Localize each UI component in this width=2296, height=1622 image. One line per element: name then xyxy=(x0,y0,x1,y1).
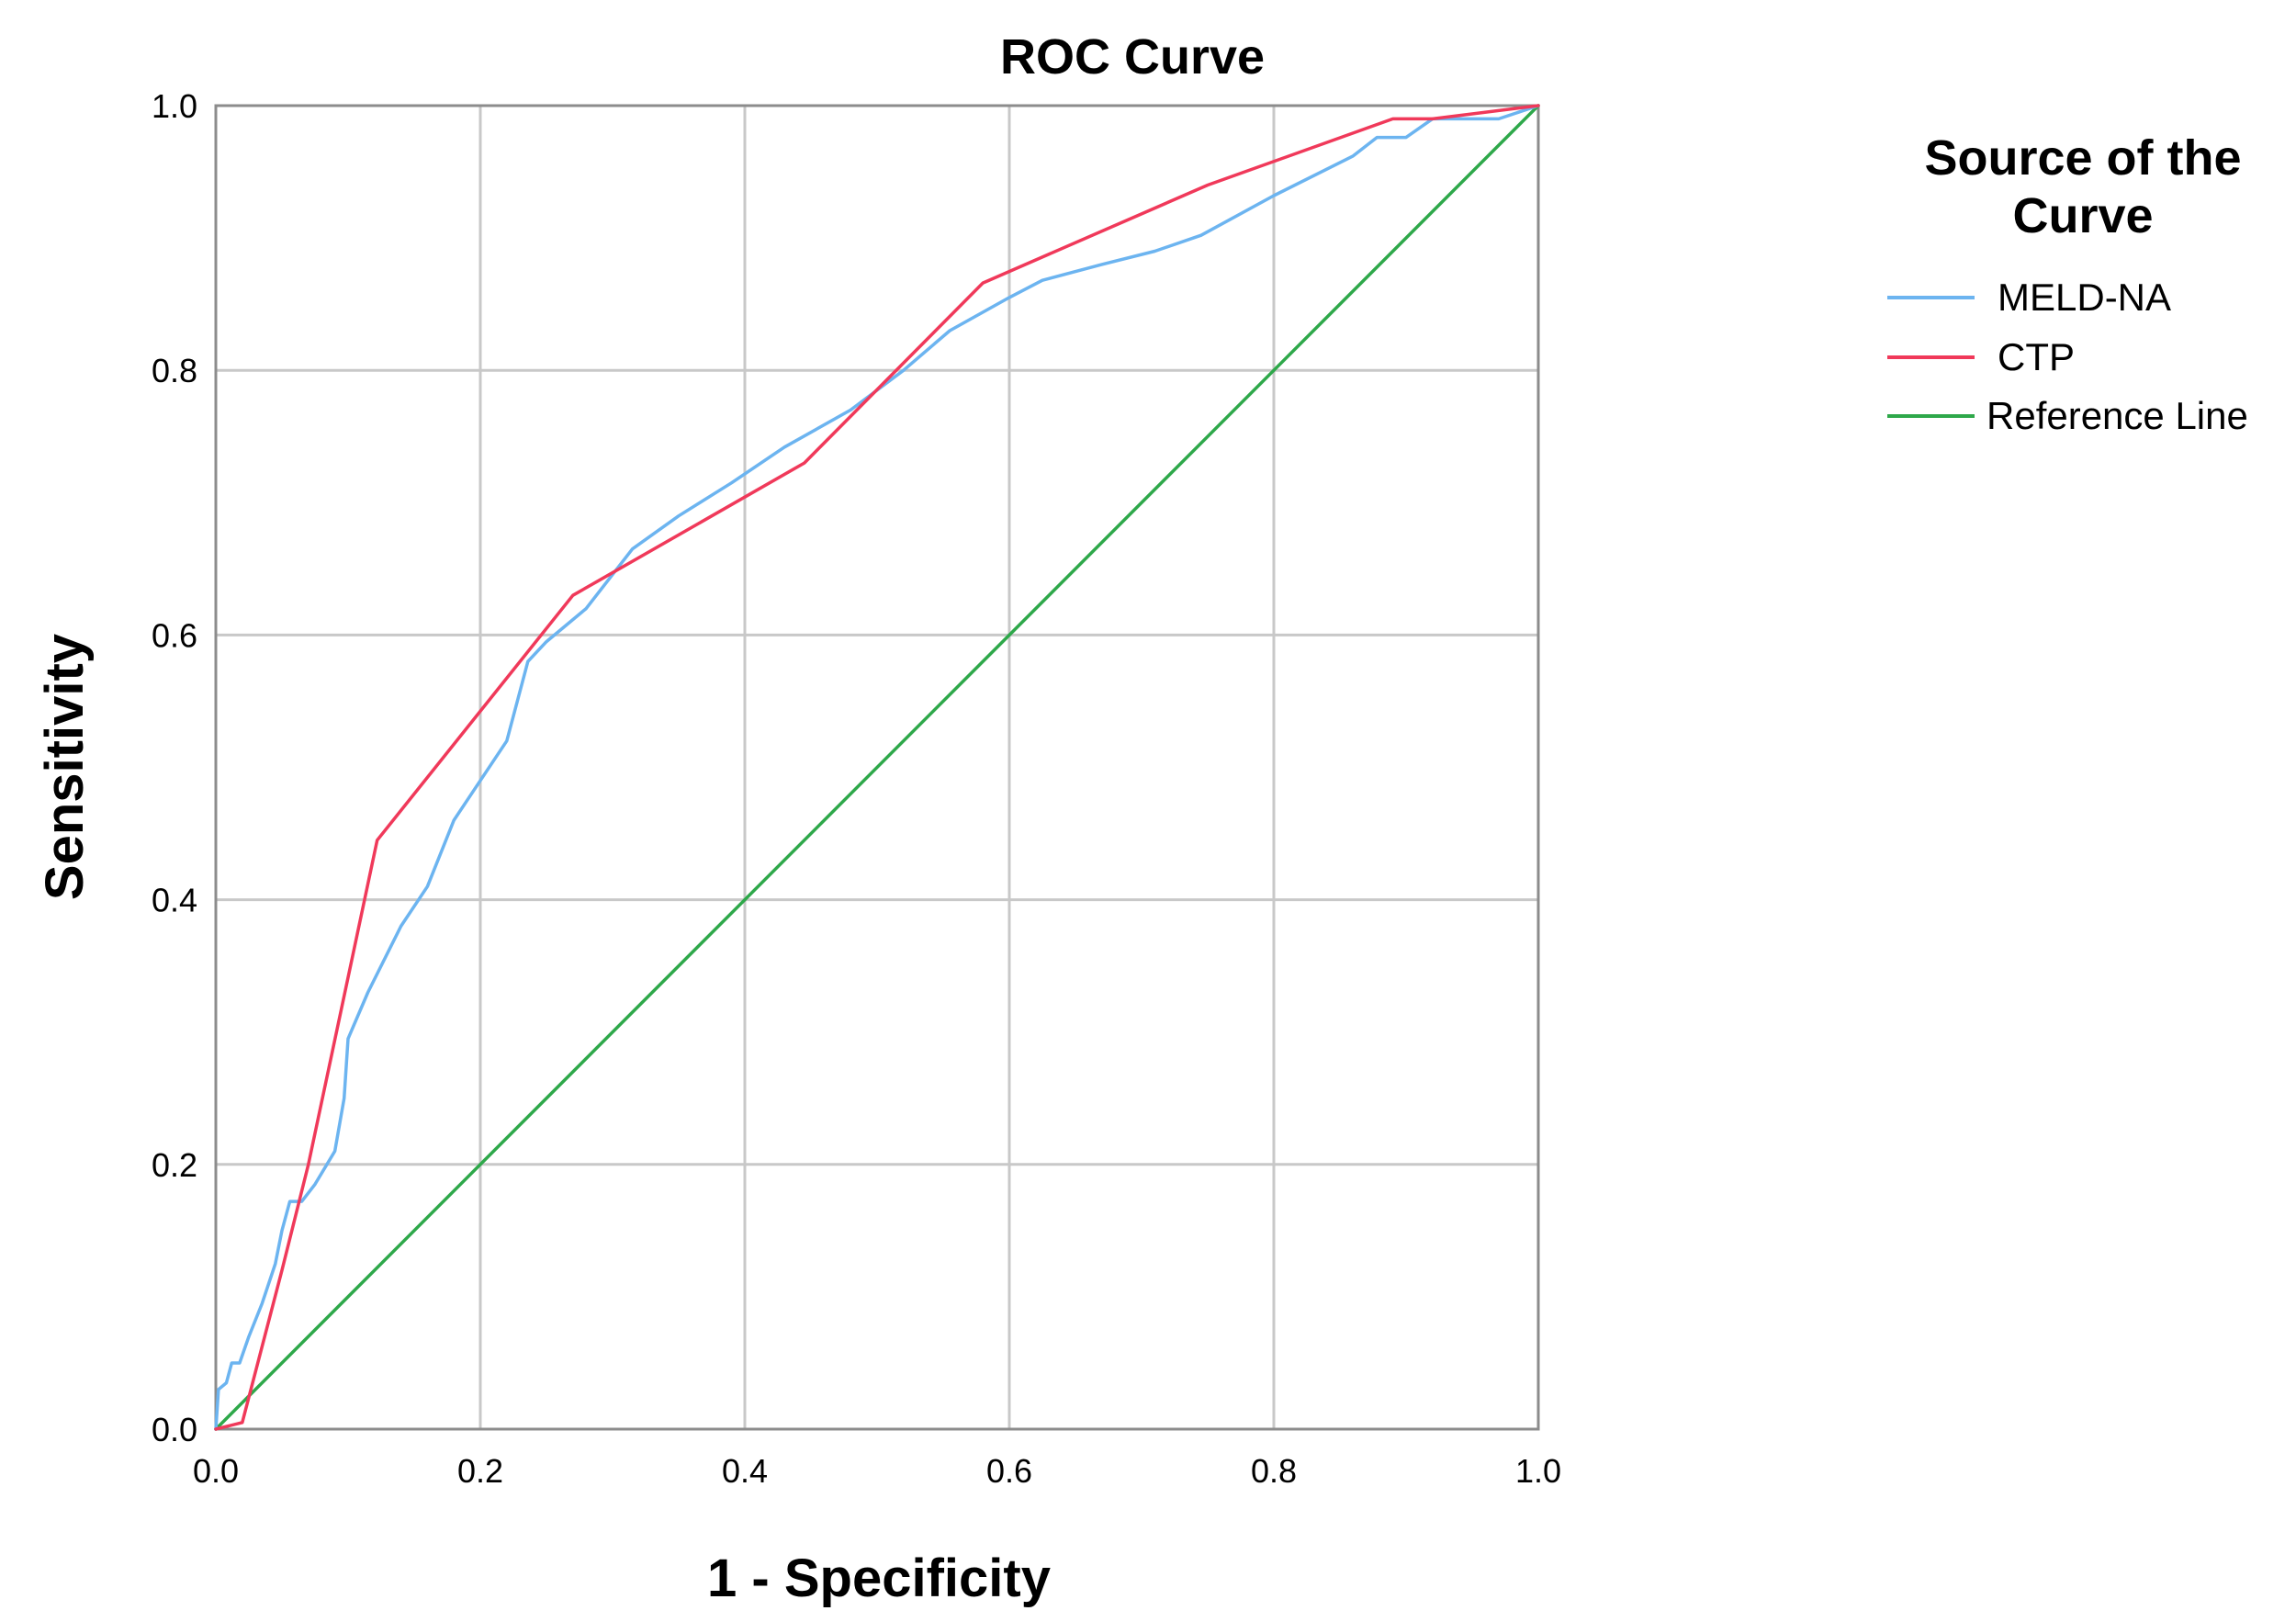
series-line-ctp xyxy=(214,104,1540,1431)
y-tick-label: 0.8 xyxy=(152,352,197,389)
x-tick-label: 0.4 xyxy=(722,1452,768,1490)
x-tick-label: 0.8 xyxy=(1251,1452,1297,1490)
y-axis-title: Sensitivity xyxy=(35,634,95,900)
x-tick-label: 0.2 xyxy=(457,1452,503,1490)
legend: Source of the Curve MELD-NA CTP Reference … xyxy=(1887,130,2248,437)
legend-label: MELD-NA xyxy=(1998,276,2171,319)
y-tick-label: 1.0 xyxy=(152,87,197,125)
legend-label: Reference Line xyxy=(1986,394,2248,437)
x-axis-title: 1 - Specificity xyxy=(707,1549,1051,1608)
legend-title-line2: Curve xyxy=(2012,188,2153,243)
legend-title-line1: Source of the xyxy=(1924,130,2241,186)
chart-title: ROC Curve xyxy=(1000,29,1265,84)
y-tick-label: 0.0 xyxy=(152,1411,197,1448)
x-tick-labels: 0.0 0.2 0.4 0.6 0.8 1.0 xyxy=(193,1452,1561,1490)
y-tick-label: 0.4 xyxy=(152,882,197,919)
series-line-meld-na xyxy=(214,104,1540,1431)
series-line-reference-line xyxy=(214,104,1540,1431)
x-tick-label: 0.6 xyxy=(986,1452,1032,1490)
x-tick-label: 1.0 xyxy=(1515,1452,1561,1490)
plot-frame xyxy=(214,104,1540,1431)
legend-label: CTP xyxy=(1998,335,2075,378)
y-tick-label: 0.6 xyxy=(152,616,197,654)
y-tick-label: 0.2 xyxy=(152,1146,197,1184)
series-layer xyxy=(214,104,1540,1431)
y-tick-labels: 0.0 0.2 0.4 0.6 0.8 1.0 xyxy=(152,87,197,1448)
legend-items: MELD-NA CTP Reference Line xyxy=(1887,276,2248,437)
x-tick-label: 0.0 xyxy=(193,1452,239,1490)
